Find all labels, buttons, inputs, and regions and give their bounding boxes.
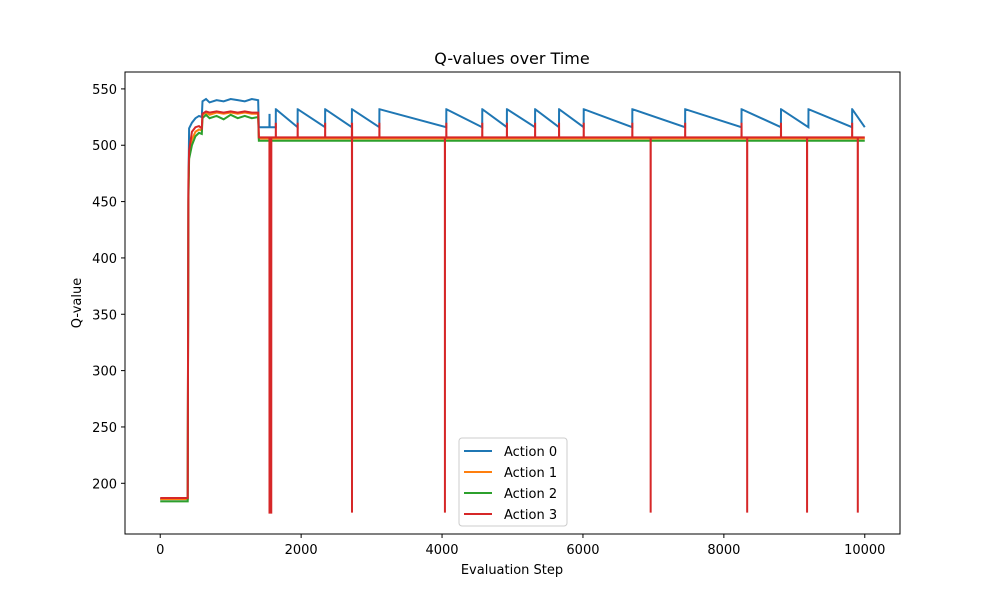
series-line-action-0: [160, 97, 866, 501]
legend-box: [458, 437, 568, 527]
legend-label-action-3: Action 3: [504, 508, 557, 523]
y-tick-label: 400: [92, 252, 117, 267]
x-tick-label: 2000: [285, 543, 318, 558]
y-tick-label: 450: [92, 196, 117, 211]
y-tick-label: 250: [92, 421, 117, 436]
y-tick-label: 550: [92, 83, 117, 98]
x-tick-label: 4000: [425, 543, 458, 558]
plot-frame: [124, 71, 901, 535]
chart-title: Q-values over Time: [434, 49, 589, 68]
series-layer: [160, 97, 866, 514]
x-axis: 0 2000 4000 6000 8000 10000: [156, 534, 885, 558]
x-tick-label: 0: [156, 543, 164, 558]
y-axis-label: Q-value: [70, 278, 85, 328]
y-axis: 200 250 300 350 400 450 500 550: [92, 83, 125, 492]
legend-label-action-1: Action 1: [504, 466, 557, 481]
x-tick-label: 8000: [707, 543, 740, 558]
legend-label-action-0: Action 0: [504, 445, 557, 460]
legend: Action 0 Action 1 Action 2 Action 3: [458, 437, 568, 527]
y-tick-label: 500: [92, 139, 117, 154]
legend-label-action-2: Action 2: [504, 487, 557, 502]
x-axis-label: Evaluation Step: [461, 563, 563, 578]
y-tick-label: 350: [92, 308, 117, 323]
x-tick-label: 10000: [844, 543, 885, 558]
x-tick-label: 6000: [566, 543, 599, 558]
y-tick-label: 200: [92, 477, 117, 492]
series-line-action-3: [160, 110, 865, 514]
y-tick-label: 300: [92, 365, 117, 380]
